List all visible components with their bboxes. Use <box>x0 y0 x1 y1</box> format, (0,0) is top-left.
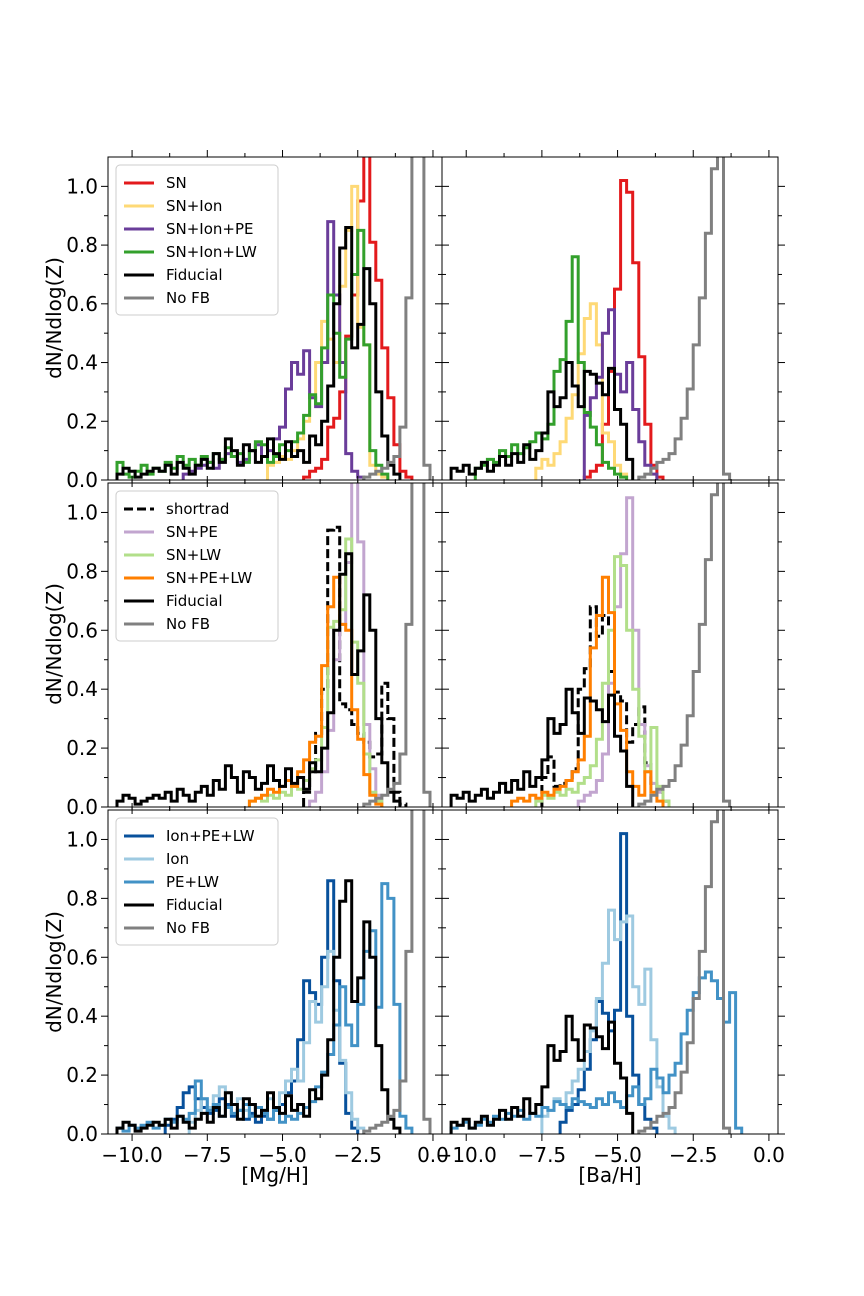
ytick-label: 1.0 <box>66 500 98 524</box>
legend-label: Fiducial <box>166 266 223 284</box>
ytick-label: 0.8 <box>66 559 98 583</box>
ytick-label: 0.4 <box>66 1004 98 1028</box>
axes-frame <box>441 482 779 808</box>
legend-label: SN+PE+LW <box>166 569 252 587</box>
legend-label: No FB <box>166 919 210 937</box>
series-group-bottom-right <box>449 810 744 1134</box>
ytick-label: 0.0 <box>66 795 98 819</box>
xtick-label: −10.0 <box>101 1143 162 1167</box>
series-sn <box>582 179 665 480</box>
series-group-middle-left <box>115 483 432 807</box>
series-no-fb <box>362 810 432 1134</box>
series-group-top-right <box>449 157 732 480</box>
axes-frame <box>441 156 779 481</box>
series-fiducial <box>449 1014 635 1134</box>
ytick-label: 1.0 <box>66 827 98 851</box>
axes-frame <box>441 809 779 1135</box>
xtick-label: −5.0 <box>258 1143 307 1167</box>
xlabel-mg: [Mg/H] <box>241 1163 308 1187</box>
ylabel-middle: dN/Ndlog(Z) <box>42 583 66 705</box>
panel-bottom-right: −10.0 −7.5 −5.0 −2.5 0.0 <box>435 803 785 1167</box>
legend-label: Ion <box>166 850 189 868</box>
xtick-label: −7.5 <box>183 1143 232 1167</box>
legend-label: Fiducial <box>166 896 223 914</box>
panel-bottom-left: 0.0 0.2 0.4 0.6 0.8 1.0 −10.0 −7.5 −5.0 −2.5 0.0 Io… <box>66 803 449 1167</box>
ytick-label: 0.2 <box>66 409 98 433</box>
legend-label: PE+LW <box>166 873 219 891</box>
legend-label: SN+Ion+PE <box>166 220 254 238</box>
series-no-fb <box>637 810 732 1134</box>
xtick-label: −2.5 <box>669 1143 718 1167</box>
legend-label: SN+Ion+LW <box>166 243 257 261</box>
xtick-label: 0.0 <box>417 1143 449 1167</box>
series-sn-pe-lw <box>510 575 665 807</box>
ytick-label: 0.0 <box>66 1122 98 1146</box>
series-fiducial <box>115 879 402 1134</box>
ytick-label: 0.2 <box>66 1063 98 1087</box>
series-sn-pe-lw <box>247 575 384 807</box>
ytick-label: 0.8 <box>66 233 98 257</box>
legend-label: Ion+PE+LW <box>166 827 255 845</box>
series-fiducial <box>115 552 402 807</box>
ytick-label: 0.4 <box>66 677 98 701</box>
xlabel-ba: [Ba/H] <box>578 1163 641 1187</box>
series-fiducial <box>115 226 402 480</box>
plots-layer: 0.0 0.2 0.4 0.6 0.8 1.0 SN SN+Ion SN+Ion+PE SN+Io… <box>66 150 785 1167</box>
series-no-fb <box>362 157 432 480</box>
ytick-label: 0.6 <box>66 292 98 316</box>
ylabel-top: dN/Ndlog(Z) <box>42 257 66 379</box>
legend-box <box>115 490 279 642</box>
series-fiducial <box>449 687 635 807</box>
legend-box <box>115 817 279 946</box>
ytick-label: 0.6 <box>66 618 98 642</box>
ytick-label: 0.0 <box>66 468 98 492</box>
series-no-fb <box>637 157 732 480</box>
panel-top-right <box>435 150 785 487</box>
ytick-label: 0.8 <box>66 886 98 910</box>
series-group-bottom-left <box>115 810 432 1134</box>
series-sn-ion <box>534 302 629 480</box>
series-sn-ion-pe <box>582 308 659 480</box>
legend-box <box>115 164 279 316</box>
legend-label: SN+Ion <box>166 197 222 215</box>
panel-top-left: 0.0 0.2 0.4 0.6 0.8 1.0 SN SN+Ion SN+Ion+PE SN+Io… <box>66 150 449 492</box>
xtick-label: 0.0 <box>753 1143 785 1167</box>
xtick-label: −7.5 <box>518 1143 567 1167</box>
legend-label: No FB <box>166 289 210 307</box>
xtick-label: −2.5 <box>333 1143 382 1167</box>
series-group-top-left <box>115 157 432 480</box>
series-no-fb <box>637 483 732 807</box>
series-no-fb <box>362 483 432 807</box>
ytick-label: 0.6 <box>66 945 98 969</box>
legend-label: SN+PE <box>166 523 218 541</box>
panel-middle-left: 0.0 0.2 0.4 0.6 0.8 1.0 shortrad SN+PE SN+LW SN+P… <box>66 476 449 819</box>
xtick-label: −10.0 <box>436 1143 497 1167</box>
legend-label: Fiducial <box>166 592 223 610</box>
legend-label: No FB <box>166 615 210 633</box>
ytick-label: 1.0 <box>66 174 98 198</box>
ylabel-bottom: dN/Ndlog(Z) <box>42 911 66 1033</box>
legend-label: SN <box>166 174 187 192</box>
series-group-middle-right <box>449 483 732 807</box>
legend-label: SN+LW <box>166 546 221 564</box>
legend-label: shortrad <box>166 500 229 518</box>
ytick-label: 0.4 <box>66 351 98 375</box>
series-fiducial <box>449 361 635 480</box>
ytick-label: 0.2 <box>66 736 98 760</box>
xtick-label: −5.0 <box>593 1143 642 1167</box>
